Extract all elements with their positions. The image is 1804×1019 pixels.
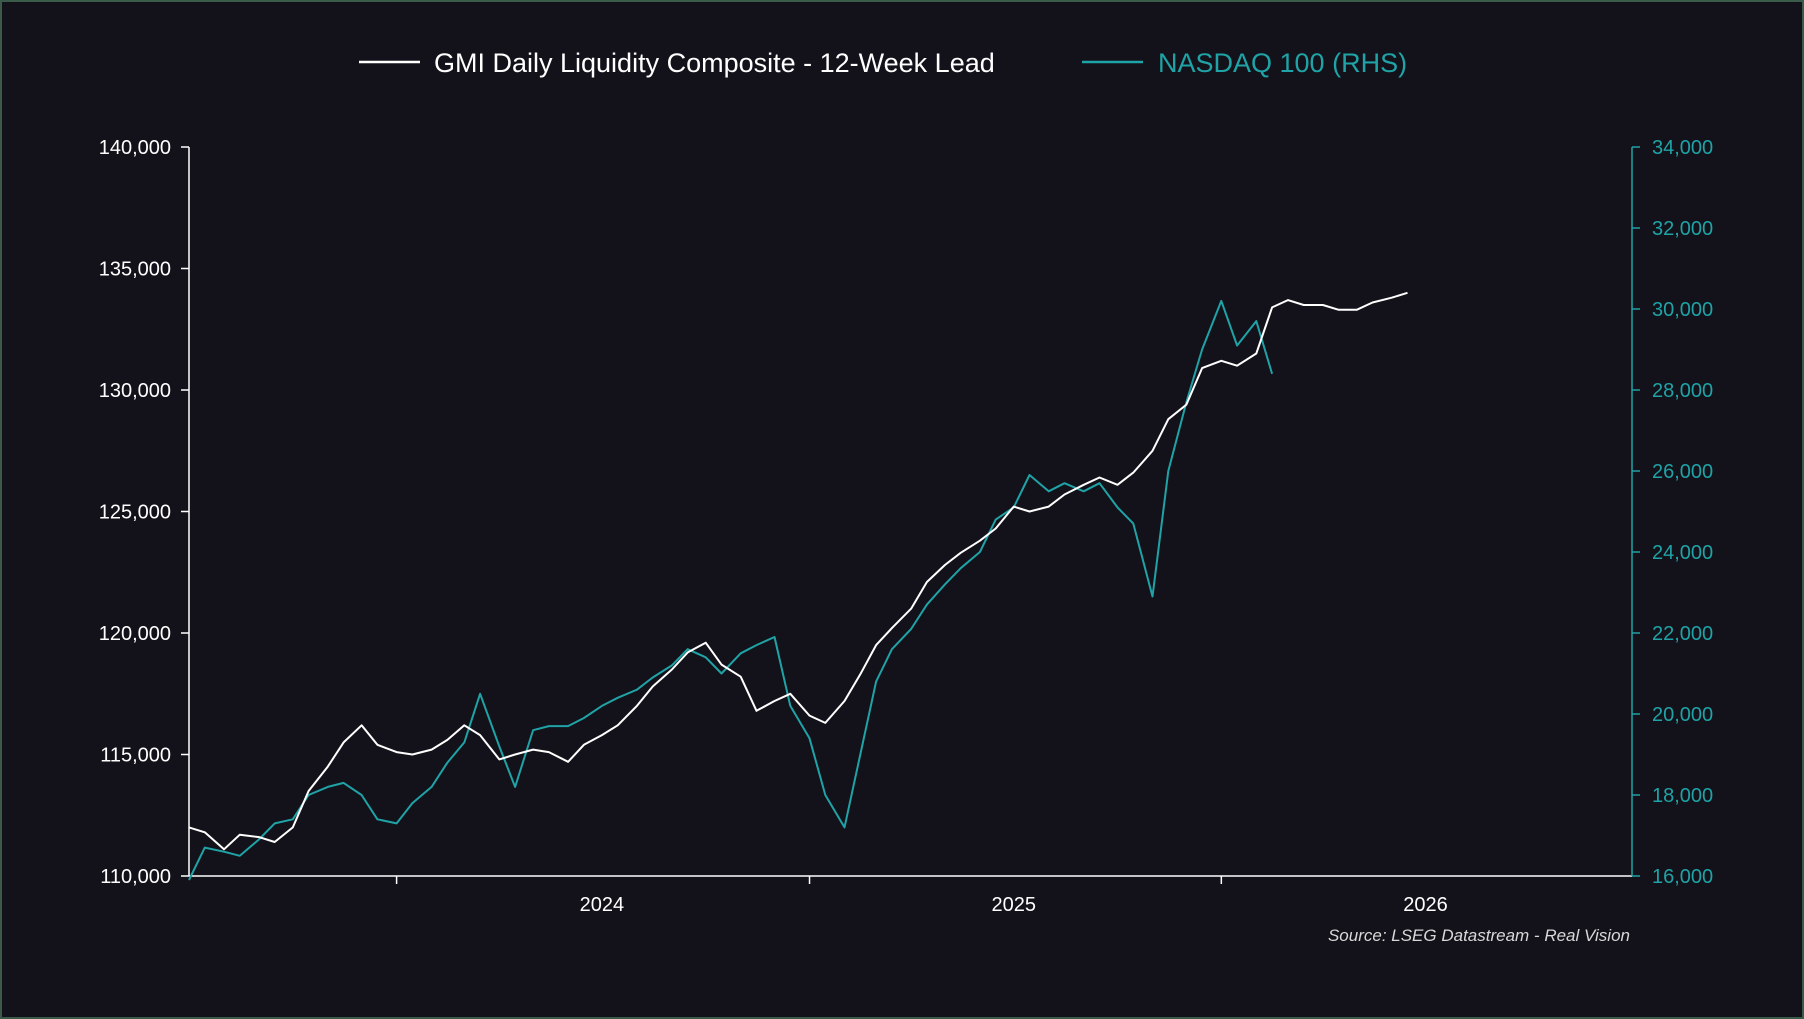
legend: GMI Daily Liquidity Composite - 12-Week … — [359, 48, 1407, 78]
right-tick-label: 18,000 — [1652, 785, 1713, 807]
right-tick-label: 26,000 — [1652, 461, 1713, 483]
left-tick-label: 140,000 — [99, 137, 171, 159]
right-tick-label: 24,000 — [1652, 542, 1713, 564]
x-axis-ticks: 2024 2025 2026 — [395, 876, 1448, 916]
left-tick-label: 120,000 — [99, 623, 171, 645]
source-note: Source: LSEG Datastream - Real Vision — [1328, 926, 1630, 945]
x-tick-label: 2024 — [580, 894, 625, 916]
x-tick-label: 2025 — [991, 894, 1036, 916]
left-tick-label: 115,000 — [100, 745, 171, 767]
right-tick-label: 30,000 — [1652, 299, 1713, 321]
right-tick-label: 16,000 — [1652, 866, 1713, 888]
right-tick-label: 34,000 — [1652, 137, 1713, 159]
right-tick-label: 20,000 — [1652, 704, 1713, 726]
left-axis-ticks: 110,000 115,000 120,000 125,000 130,000 135,0… — [99, 137, 189, 888]
x-tick-label: 2026 — [1403, 894, 1448, 916]
left-tick-label: 125,000 — [99, 502, 171, 524]
right-tick-label: 28,000 — [1652, 380, 1713, 402]
series-line-nasdaq-100 — [188, 299, 1274, 881]
left-tick-label: 110,000 — [100, 866, 171, 888]
right-tick-label: 32,000 — [1652, 218, 1713, 240]
left-tick-label: 130,000 — [99, 380, 171, 402]
legend-label-gmi: GMI Daily Liquidity Composite - 12-Week … — [434, 48, 995, 78]
right-tick-label: 22,000 — [1652, 623, 1713, 645]
legend-label-nasdaq: NASDAQ 100 (RHS) — [1158, 48, 1407, 78]
right-axis-ticks: 16,000 18,000 20,000 22,000 24,000 26,000 28,0… — [1632, 137, 1713, 888]
series-line-gmi-liquidity — [188, 291, 1408, 851]
left-tick-label: 135,000 — [99, 259, 171, 281]
